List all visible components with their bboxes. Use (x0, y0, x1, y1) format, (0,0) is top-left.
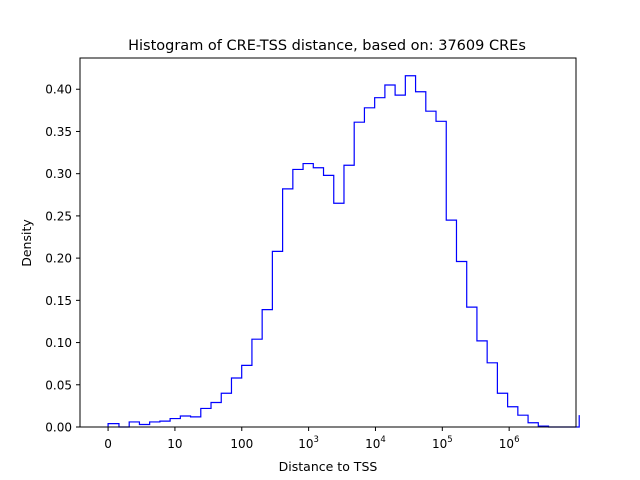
y-tick-label: 0.10 (45, 336, 72, 350)
chart-title: Histogram of CRE-TSS distance, based on:… (128, 38, 526, 54)
y-tick-label: 0.25 (45, 209, 72, 223)
x-tick-label: 100 (230, 437, 253, 451)
y-tick-label: 0.05 (45, 378, 72, 392)
y-tick-label: 0.30 (45, 167, 72, 181)
y-axis-label: Density (19, 219, 34, 267)
y-tick-label: 0.00 (45, 421, 72, 435)
y-axis-ticks: 0.00 0.05 0.10 0.15 0.20 0.25 0.30 0.35 0.40 (45, 83, 80, 435)
y-tick-label: 0.15 (45, 294, 72, 308)
x-axis-ticks: 0 10 100 103 104 105 106 (104, 427, 520, 451)
x-tick-label: 106 (499, 435, 520, 451)
plot-area (107, 75, 580, 428)
x-tick-label: 10 (167, 437, 182, 451)
x-tick-label: 0 (104, 437, 112, 451)
x-tick-label: 103 (298, 435, 319, 451)
x-tick-label: 105 (432, 435, 453, 451)
y-tick-label: 0.35 (45, 125, 72, 139)
histogram-step-line (107, 75, 580, 428)
axes-frame (79, 57, 577, 428)
x-axis-label: Distance to TSS (279, 459, 378, 474)
y-tick-label: 0.20 (45, 252, 72, 266)
x-tick-label: 104 (365, 435, 386, 451)
y-tick-label: 0.40 (45, 83, 72, 97)
